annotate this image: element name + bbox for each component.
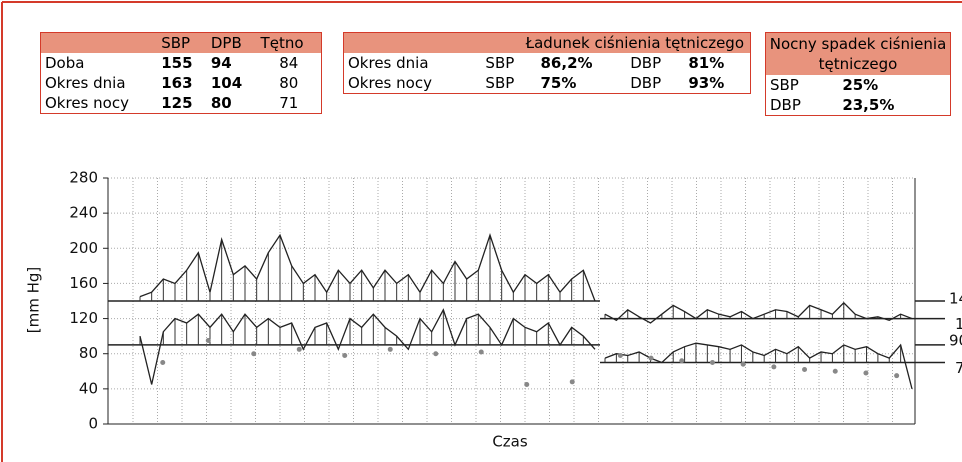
dbp-line — [139, 308, 596, 385]
table-summary: SBP DPB Tętno Doba 155 94 84 Okres dnia 163 10… — [40, 32, 322, 114]
header-row: SBP DPB Tętno — [41, 33, 321, 53]
table-cell: Doba — [45, 54, 85, 72]
limit-label: 90 — [949, 331, 962, 349]
y-tick-label: 120 — [69, 309, 98, 327]
dot — [802, 367, 808, 373]
table: SBP 25% DBP 23,5% — [766, 75, 950, 115]
table-row: Doba 155 94 84 — [41, 53, 321, 73]
dot — [387, 346, 393, 352]
table-cell: 104 — [210, 74, 243, 92]
dot — [296, 346, 302, 352]
table-cell: Okres dnia — [348, 54, 429, 72]
dot — [648, 355, 654, 361]
table: Okres dnia SBP 86,2% DBP 81% Okres nocy SBP 75%… — [344, 53, 750, 93]
table-cell: 71 — [279, 94, 299, 112]
table-cell: 86,2% — [540, 54, 593, 72]
table-cell: SBP — [770, 76, 799, 94]
sbp-line — [604, 301, 913, 324]
y-tick-label: 40 — [79, 379, 98, 397]
table-cell: 163 — [161, 74, 193, 92]
y-tick-label: 200 — [69, 239, 98, 257]
y-axis-label: [mm Hg] — [25, 267, 43, 334]
table-cell: 80 — [210, 94, 232, 112]
y-tick-label: 160 — [69, 274, 98, 292]
table-cell: 25% — [842, 76, 879, 94]
header-cell: DPB — [210, 34, 242, 52]
table-row: Okres dnia SBP 86,2% DBP 81% — [344, 53, 750, 73]
table-body: SBP 25% DBP 23,5% — [766, 75, 950, 115]
dot — [433, 351, 439, 357]
table-cell: 80 — [279, 74, 299, 92]
sbp-line — [139, 233, 596, 302]
table-title: Ładunek ciśnienia tętniczego — [344, 33, 750, 53]
header-cell: SBP — [161, 34, 191, 52]
dot — [771, 364, 777, 370]
table-row: Okres nocy SBP 75% DBP 93% — [344, 73, 750, 93]
dot — [251, 351, 257, 357]
table-cell: 84 — [279, 54, 299, 72]
table-row: SBP 25% — [766, 75, 950, 95]
table-row: Okres nocy 125 80 71 — [41, 93, 321, 113]
table: SBP DPB Tętno Doba 155 94 84 Okres dnia 163 10… — [41, 33, 321, 113]
dot — [478, 349, 484, 355]
table-cell: SBP — [485, 54, 515, 72]
dot — [342, 352, 348, 358]
table-cell: 155 — [161, 54, 193, 72]
table-cell: SBP — [485, 74, 515, 92]
limit-label: 120 — [955, 315, 962, 333]
dot — [863, 370, 869, 376]
dbp-line — [604, 342, 913, 390]
table-title: Nocny spadek ciśnienia tętniczego — [766, 33, 950, 75]
table-cell: Okres nocy — [348, 74, 432, 92]
y-tick-label: 80 — [79, 344, 98, 362]
table-cell: 81% — [688, 54, 725, 72]
header-cell: Tętno — [260, 34, 304, 52]
dot — [709, 360, 715, 365]
table-cell: DBP — [630, 74, 662, 92]
table-cell: DBP — [770, 96, 801, 114]
dot — [205, 338, 211, 344]
table-cell: Okres nocy — [45, 94, 129, 112]
dot — [524, 381, 530, 387]
dot — [679, 358, 685, 364]
y-tick-label: 280 — [69, 169, 98, 187]
table-dip: Nocny spadek ciśnienia tętniczego SBP 25%… — [765, 32, 951, 116]
dot — [617, 352, 623, 358]
table-cell: 75% — [540, 74, 577, 92]
dot — [894, 373, 900, 379]
table-row: Okres dnia 163 104 80 — [41, 73, 321, 93]
limit-label: 70 — [955, 359, 962, 377]
dot — [160, 360, 166, 365]
dot — [569, 379, 575, 385]
limit-label: 140 — [949, 290, 962, 308]
table-load: Ładunek ciśnienia tętniczego Okres dnia S… — [343, 32, 751, 94]
table-cell: DBP — [630, 54, 662, 72]
y-tick-label: 0 — [88, 415, 98, 433]
table-cell: 93% — [688, 74, 725, 92]
table-body: Okres dnia SBP 86,2% DBP 81% Okres nocy SBP 75%… — [344, 53, 750, 93]
table-cell: Okres dnia — [45, 74, 126, 92]
x-axis-label: Czas — [492, 433, 528, 451]
dot — [740, 361, 746, 367]
table-row: DBP 23,5% — [766, 95, 950, 115]
y-tick-label: 240 — [69, 204, 98, 222]
table-cell: 94 — [210, 54, 232, 72]
table-body: Doba 155 94 84 Okres dnia 163 104 80 Okres nocy 1… — [41, 53, 321, 113]
table-cell: 23,5% — [842, 96, 895, 114]
table-cell: 125 — [161, 94, 193, 112]
dot — [832, 368, 838, 374]
